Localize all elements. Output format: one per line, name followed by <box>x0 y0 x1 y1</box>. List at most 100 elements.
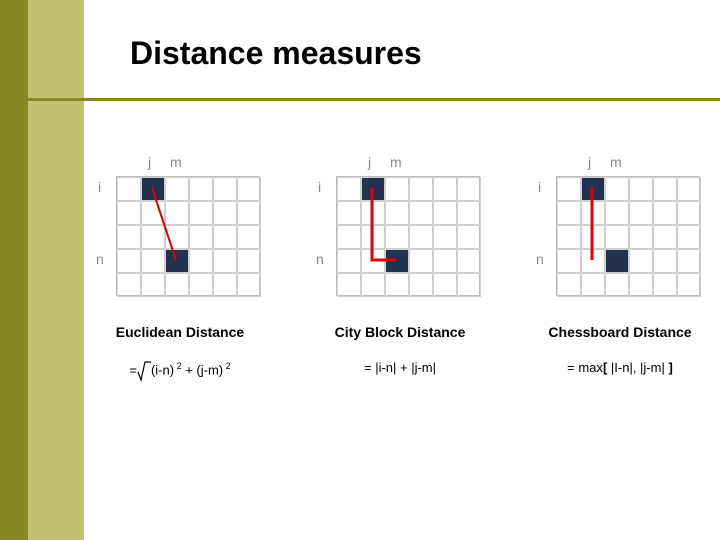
grid-cell <box>433 201 457 225</box>
grid-cell <box>605 225 629 249</box>
grid-cell <box>605 273 629 297</box>
grid-cell <box>653 177 677 201</box>
grid-cell <box>165 201 189 225</box>
grid-cell <box>557 249 581 273</box>
grid-cell <box>581 249 605 273</box>
grid-cell <box>629 201 653 225</box>
grid-cell <box>457 225 481 249</box>
sidebar-light <box>28 0 84 540</box>
grid-cell <box>385 201 409 225</box>
grid-cell <box>629 273 653 297</box>
grid-cell <box>337 273 361 297</box>
grid-cell <box>409 249 433 273</box>
grid-cell <box>629 177 653 201</box>
grid-cell <box>653 201 677 225</box>
grid-cell <box>433 273 457 297</box>
grid-cell <box>605 201 629 225</box>
grid-cell <box>557 177 581 201</box>
axis-label-i: i <box>98 179 101 195</box>
grid-cell <box>457 273 481 297</box>
grid-cell <box>213 201 237 225</box>
axis-label-i: i <box>538 179 541 195</box>
grid-cell <box>361 201 385 225</box>
grid-cell <box>581 225 605 249</box>
grid-cell <box>213 177 237 201</box>
panel-0: jminEuclidean Distance=(i-n) 2 + (j-m) 2 <box>90 150 270 382</box>
title-underline <box>28 98 720 101</box>
grid-cell <box>653 225 677 249</box>
grid-cell <box>165 273 189 297</box>
grid-cell <box>189 177 213 201</box>
grid-cell <box>677 177 701 201</box>
grid-cell <box>629 225 653 249</box>
grid-cell <box>677 201 701 225</box>
distance-name: Euclidean Distance <box>116 324 244 340</box>
axis-label-m: m <box>610 154 622 170</box>
grid-cell <box>141 249 165 273</box>
grid-cell <box>237 177 261 201</box>
grid-cell <box>117 249 141 273</box>
panels-container: j m i n Euclidean Distance =(i-n) 2 + (j-m) 2… <box>90 150 710 382</box>
grid-cell <box>361 225 385 249</box>
distance-name: City Block Distance <box>335 324 466 340</box>
grid-cell <box>361 273 385 297</box>
axis-label-i: i <box>318 179 321 195</box>
grid-cell <box>581 201 605 225</box>
grid-cell <box>653 273 677 297</box>
grid-cell <box>165 225 189 249</box>
grid-cell <box>189 225 213 249</box>
grid-cell <box>337 201 361 225</box>
grid-cell <box>557 225 581 249</box>
panel-2: jminChessboard Distance= max[ |I-n|, |j-… <box>530 150 710 382</box>
axis-label-n: n <box>536 251 544 267</box>
grid-cell <box>677 249 701 273</box>
grid-cell <box>409 201 433 225</box>
grid-cell <box>605 249 629 273</box>
grid-cell <box>117 225 141 249</box>
grid-cell <box>677 225 701 249</box>
grid-cell <box>581 177 605 201</box>
grid-cell <box>117 177 141 201</box>
grid-cell <box>361 249 385 273</box>
grid-cell <box>557 273 581 297</box>
grid-cell <box>385 225 409 249</box>
page-title: Distance measures <box>130 35 422 72</box>
grid-cell <box>385 249 409 273</box>
axis-label-m: m <box>170 154 182 170</box>
distance-formula: =(i-n) 2 + (j-m) 2 <box>129 360 230 382</box>
grid-cell <box>141 225 165 249</box>
grid <box>336 176 480 296</box>
grid-cell <box>581 273 605 297</box>
grid-cell <box>189 273 213 297</box>
grid-cell <box>385 273 409 297</box>
grid-cell <box>189 201 213 225</box>
grid-cell <box>237 201 261 225</box>
grid-wrap: jmin <box>90 150 270 310</box>
axis-label-m: m <box>390 154 402 170</box>
grid-cell <box>213 225 237 249</box>
grid-cell <box>361 177 385 201</box>
grid-wrap: j m i n <box>310 150 490 310</box>
grid-cell <box>337 249 361 273</box>
grid-cell <box>385 177 409 201</box>
grid-cell <box>337 177 361 201</box>
axis-label-j: j <box>368 154 371 170</box>
grid-cell <box>557 201 581 225</box>
grid-cell <box>141 177 165 201</box>
distance-name: Chessboard Distance <box>548 324 691 340</box>
axis-label-n: n <box>96 251 104 267</box>
grid-cell <box>677 273 701 297</box>
grid-cell <box>409 273 433 297</box>
grid-cell <box>117 273 141 297</box>
grid-cell <box>237 249 261 273</box>
grid-cell <box>433 177 457 201</box>
grid-cell <box>629 249 653 273</box>
grid-cell <box>189 249 213 273</box>
sidebar-dark <box>0 0 28 540</box>
grid-cell <box>457 201 481 225</box>
axis-label-n: n <box>316 251 324 267</box>
grid-wrap: jmin <box>530 150 710 310</box>
distance-formula: = max[ |I-n|, |j-m| ] <box>567 360 673 375</box>
grid-cell <box>237 273 261 297</box>
grid-cell <box>653 249 677 273</box>
